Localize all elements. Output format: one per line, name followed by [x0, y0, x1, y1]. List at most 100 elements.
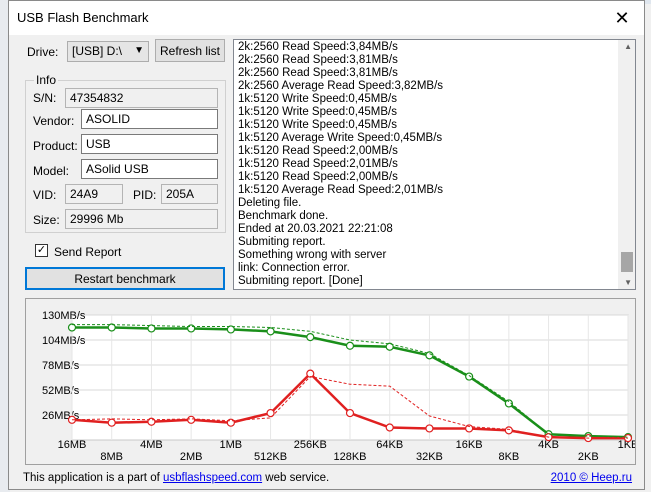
series-point — [266, 408, 275, 418]
series-point — [345, 341, 355, 350]
log-line: Deleting file. — [238, 197, 302, 209]
info-group-title: Info — [34, 73, 59, 87]
sn-label: S/N: — [33, 91, 57, 105]
series-line-dashed — [71, 375, 628, 439]
x-tick-label: 2MB — [180, 451, 203, 463]
series-point — [504, 399, 513, 408]
x-tick-label: 512KB — [254, 451, 287, 463]
pid-field: 205A — [161, 184, 218, 204]
product-field[interactable]: USB — [81, 134, 218, 154]
model-field[interactable]: ASolid USB — [81, 159, 218, 179]
chevron-down-icon: ▼ — [134, 45, 144, 56]
series-point — [425, 351, 434, 360]
x-tick-label: 32KB — [416, 451, 443, 463]
log-line: 2k:2560 Read Speed:3,84MB/s — [238, 41, 398, 53]
model-label: Model: — [33, 164, 70, 178]
info-groupbox — [25, 80, 226, 233]
vendor-label: Vendor: — [33, 114, 75, 128]
speed-chart: 130MB/s104MB/s78MB/s52MB/s26MB/s16MB8MB4… — [42, 310, 638, 463]
log-line: 2k:2560 Average Read Speed:3,82MB/s — [238, 80, 444, 92]
product-label: Product: — [33, 139, 78, 153]
log-line: 1k:5120 Read Speed:2,00MB/s — [238, 145, 398, 157]
footer-text: This application is a part of usbflashsp… — [23, 472, 329, 484]
checkmark-icon: ✓ — [36, 244, 47, 256]
copyright-link[interactable]: 2010 © Heep.ru — [550, 472, 632, 484]
vid-label: VID: — [33, 188, 57, 202]
series-point — [385, 342, 394, 351]
x-tick-label: 4KB — [538, 439, 559, 451]
series-point — [187, 415, 196, 424]
x-tick-label: 64KB — [376, 439, 403, 451]
series-point — [425, 424, 434, 433]
y-tick-label: 104MB/s — [42, 335, 86, 347]
send-report-label[interactable]: Send Report — [54, 245, 122, 259]
window-title: USB Flash Benchmark — [17, 10, 149, 25]
log-line: 1k:5120 Write Speed:0,45MB/s — [238, 119, 397, 131]
log-textbox[interactable]: 2k:2560 Read Speed:3,84MB/s 2k:2560 Read … — [233, 39, 636, 290]
series-point — [67, 323, 77, 332]
vid-field: 24A9 — [65, 184, 123, 204]
close-icon[interactable]: ✕ — [614, 7, 630, 28]
restart-benchmark-button[interactable]: Restart benchmark — [25, 267, 225, 290]
log-lines: 2k:2560 Read Speed:3,84MB/s 2k:2560 Read … — [238, 41, 443, 288]
x-tick-label: 8MB — [100, 451, 123, 463]
scroll-down-icon[interactable]: ▼ — [624, 278, 632, 287]
series-point — [345, 408, 355, 418]
log-line: 1k:5120 Read Speed:2,01MB/s — [238, 158, 398, 170]
log-line: Ended at 20.03.2021 22:21:08 — [238, 223, 393, 235]
log-line: 1k:5120 Average Write Speed:0,45MB/s — [238, 132, 443, 144]
series-point — [465, 424, 474, 433]
size-label: Size: — [33, 213, 60, 227]
usbflashspeed-link[interactable]: usbflashspeed.com — [163, 472, 263, 484]
log-line: 1k:5120 Write Speed:0,45MB/s — [238, 106, 397, 118]
x-tick-label: 16MB — [58, 439, 87, 451]
scroll-thumb[interactable] — [621, 252, 633, 272]
series-point — [107, 323, 116, 332]
scroll-up-icon[interactable]: ▲ — [624, 42, 632, 51]
y-tick-label: 52MB/s — [42, 385, 80, 397]
pid-label: PID: — [133, 188, 157, 202]
send-report-checkbox[interactable]: ✓ — [35, 244, 48, 257]
log-line: Submiting report. [Done] — [238, 275, 363, 287]
log-line: Something wrong with server — [238, 249, 387, 261]
log-line: 1k:5120 Average Read Speed:2,01MB/s — [238, 184, 444, 196]
vendor-field[interactable]: ASOLID — [81, 109, 218, 129]
drive-label: Drive: — [27, 45, 59, 59]
x-tick-label: 1MB — [220, 439, 243, 451]
log-line: 2k:2560 Read Speed:3,81MB/s — [238, 54, 398, 66]
refresh-list-button[interactable]: Refresh list — [155, 39, 225, 62]
log-line: Submiting report. — [238, 236, 326, 248]
series-point — [226, 325, 235, 334]
x-tick-label: 16KB — [456, 439, 483, 451]
x-tick-label: 1KB — [618, 439, 635, 451]
log-line: Benchmark done. — [238, 210, 329, 222]
sn-field: 47354832 — [65, 88, 218, 108]
series-point — [385, 423, 394, 432]
x-tick-label: 4MB — [140, 439, 163, 451]
series-point — [306, 333, 315, 342]
background-window-left — [0, 0, 10, 492]
x-tick-label: 256KB — [294, 439, 327, 451]
y-tick-label: 130MB/s — [42, 310, 86, 322]
series-point — [107, 418, 116, 427]
drive-select-value: [USB] D:\ — [72, 44, 123, 58]
app-window: USB Flash Benchmark ✕ Drive: [USB] D:\ ▼… — [8, 0, 645, 490]
log-line: 1k:5120 Read Speed:2,00MB/s — [238, 171, 398, 183]
size-field: 29996 Mb — [65, 209, 218, 229]
log-scrollbar[interactable]: ▲ ▼ — [618, 40, 635, 289]
x-tick-label: 2KB — [578, 451, 599, 463]
x-tick-label: 8KB — [498, 451, 519, 463]
speed-chart-panel: 130MB/s 104MB/s 78MB/s 52MB/s 26MB/s 16MB 8MB 4… — [25, 298, 638, 465]
series-point — [465, 372, 474, 381]
series-point — [504, 426, 513, 435]
title-bar[interactable]: USB Flash Benchmark ✕ — [9, 1, 644, 35]
log-line: 2k:2560 Read Speed:3,81MB/s — [238, 67, 398, 79]
footer-suffix: web service. — [262, 472, 330, 484]
series-point — [147, 324, 156, 333]
series-line-dashed — [72, 324, 629, 438]
log-line: 1k:5120 Write Speed:0,45MB/s — [238, 93, 397, 105]
y-tick-label: 78MB/s — [42, 360, 80, 372]
x-tick-label: 128KB — [333, 451, 366, 463]
drive-select[interactable]: [USB] D:\ ▼ — [67, 41, 149, 62]
series-point — [266, 327, 275, 336]
